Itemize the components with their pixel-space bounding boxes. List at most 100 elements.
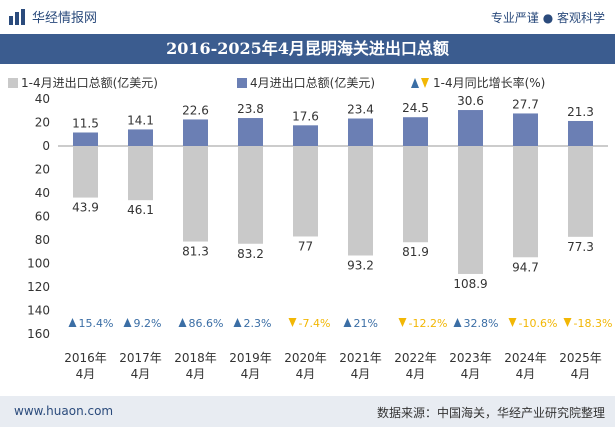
- y-tick-label-8: 120: [27, 280, 50, 294]
- website-link[interactable]: www.huaon.com: [14, 404, 114, 418]
- growth-down-icon-4: [288, 318, 297, 327]
- bars-layer: [73, 110, 593, 274]
- bar-monthly-8: [513, 113, 538, 146]
- x-tick-month-7: 4月: [461, 367, 481, 381]
- growth-down-icon-6: [398, 318, 407, 327]
- legend-swatch-1: [237, 78, 247, 88]
- growth-up-icon-2: [178, 318, 187, 327]
- label-cumulative-9: 77.3: [567, 240, 594, 254]
- label-cumulative-4: 77: [298, 239, 313, 253]
- legend-down-triangle-icon: [421, 78, 429, 88]
- data-labels-layer: 11.5 43.9 14.1 46.1 22.6 81.3 23.8 83.2 17.6 77 23…: [72, 94, 594, 291]
- bar-cumulative-8: [513, 146, 538, 258]
- growth-up-icon-5: [343, 318, 352, 327]
- label-cumulative-7: 108.9: [453, 277, 487, 291]
- footer-bar: www.huaon.com 数据来源：中国海关，华经产业研究院整理: [0, 396, 615, 427]
- y-tick-label-4: 40: [35, 186, 50, 200]
- legend-label-0: 1-4月进出口总额(亿美元): [21, 75, 158, 90]
- bar-monthly-0: [73, 132, 98, 146]
- site-logo: 华经情报网: [8, 7, 97, 26]
- growth-label-0: 15.4%: [79, 317, 114, 330]
- x-tick-year-8: 2024年: [504, 351, 547, 365]
- bar-monthly-3: [238, 118, 263, 146]
- y-tick-label-6: 80: [35, 233, 50, 247]
- growth-layer: 15.4% 9.2% 86.6% 2.3% -7.4% 21% -12.2% 32.8% -10…: [68, 317, 613, 330]
- label-cumulative-8: 94.7: [512, 260, 539, 274]
- growth-label-8: -10.6%: [519, 317, 558, 330]
- bar-monthly-5: [348, 118, 373, 146]
- chart-title: 2016-2025年4月昆明海关进出口总额: [166, 39, 449, 58]
- y-tick-label-1: 20: [35, 116, 50, 130]
- x-tick-year-3: 2019年: [229, 351, 272, 365]
- growth-down-icon-9: [563, 318, 572, 327]
- label-monthly-1: 14.1: [127, 113, 154, 127]
- bar-monthly-4: [293, 125, 318, 146]
- growth-up-icon-3: [233, 318, 242, 327]
- x-tick-year-2: 2018年: [174, 351, 217, 365]
- top-bar: 华经情报网 专业严谨 ● 客观科学: [0, 0, 615, 34]
- bar-cumulative-0: [73, 146, 98, 198]
- legend-label-2: 1-4月同比增长率(%): [433, 75, 545, 90]
- bar-chart-logo-icon: [9, 8, 25, 25]
- label-cumulative-5: 93.2: [347, 259, 374, 273]
- y-tick-label-9: 140: [27, 304, 50, 318]
- growth-up-icon-7: [453, 318, 462, 327]
- growth-down-icon-8: [508, 318, 517, 327]
- x-tick-month-0: 4月: [76, 367, 96, 381]
- x-tick-month-6: 4月: [406, 367, 426, 381]
- y-axis: 40 20 0 20 40 60 80 100 120 140 160: [27, 92, 608, 341]
- label-monthly-8: 27.7: [512, 97, 539, 111]
- growth-label-9: -18.3%: [574, 317, 613, 330]
- x-tick-month-5: 4月: [351, 367, 371, 381]
- growth-label-7: 32.8%: [464, 317, 499, 330]
- legend-label-1: 4月进出口总额(亿美元): [250, 75, 375, 90]
- bar-monthly-7: [458, 110, 483, 146]
- label-cumulative-6: 81.9: [402, 245, 429, 259]
- bar-cumulative-7: [458, 146, 483, 274]
- y-tick-label-10: 160: [27, 327, 50, 341]
- label-monthly-6: 24.5: [402, 101, 429, 115]
- x-tick-year-9: 2025年: [559, 351, 602, 365]
- site-name: 华经情报网: [32, 11, 98, 26]
- x-tick-month-2: 4月: [186, 367, 206, 381]
- label-cumulative-3: 83.2: [237, 247, 264, 261]
- tagline: 专业严谨 ● 客观科学: [490, 11, 605, 25]
- growth-label-1: 9.2%: [134, 317, 162, 330]
- growth-label-6: -12.2%: [409, 317, 448, 330]
- x-tick-month-9: 4月: [571, 367, 591, 381]
- x-tick-year-1: 2017年: [119, 351, 162, 365]
- bar-cumulative-6: [403, 146, 428, 243]
- chart-legend: 1-4月进出口总额(亿美元) 4月进出口总额(亿美元) 1-4月同比增长率(%): [8, 75, 545, 90]
- y-tick-label-3: 20: [35, 163, 50, 177]
- chart-plot: 1-4月进出口总额(亿美元) 4月进出口总额(亿美元) 1-4月同比增长率(%) 4…: [8, 75, 613, 381]
- y-tick-label-5: 60: [35, 210, 50, 224]
- bar-monthly-1: [128, 129, 153, 146]
- y-tick-label-2: 0: [42, 139, 50, 153]
- bar-monthly-6: [403, 117, 428, 146]
- x-axis: 2016年 4月 2017年 4月 2018年 4月 2019年 4月 2020年 4月 2021年…: [64, 351, 602, 381]
- label-monthly-7: 30.6: [457, 94, 484, 108]
- title-bar: 2016-2025年4月昆明海关进出口总额: [0, 34, 615, 64]
- label-cumulative-0: 43.9: [72, 201, 99, 215]
- bar-cumulative-9: [568, 146, 593, 237]
- x-tick-month-3: 4月: [241, 367, 261, 381]
- growth-label-2: 86.6%: [189, 317, 224, 330]
- x-tick-month-4: 4月: [296, 367, 316, 381]
- x-tick-year-5: 2021年: [339, 351, 382, 365]
- label-monthly-0: 11.5: [72, 116, 99, 130]
- x-tick-year-4: 2020年: [284, 351, 327, 365]
- label-monthly-9: 21.3: [567, 105, 594, 119]
- label-monthly-2: 22.6: [182, 103, 209, 117]
- x-tick-year-6: 2022年: [394, 351, 437, 365]
- x-tick-month-8: 4月: [516, 367, 536, 381]
- x-tick-year-0: 2016年: [64, 351, 107, 365]
- label-monthly-5: 23.4: [347, 103, 374, 117]
- bar-cumulative-5: [348, 146, 373, 256]
- growth-label-3: 2.3%: [244, 317, 272, 330]
- legend-swatch-0: [8, 78, 18, 88]
- bar-cumulative-1: [128, 146, 153, 201]
- label-cumulative-1: 46.1: [127, 203, 154, 217]
- bar-monthly-2: [183, 119, 208, 146]
- bar-cumulative-2: [183, 146, 208, 242]
- bar-monthly-9: [568, 120, 593, 146]
